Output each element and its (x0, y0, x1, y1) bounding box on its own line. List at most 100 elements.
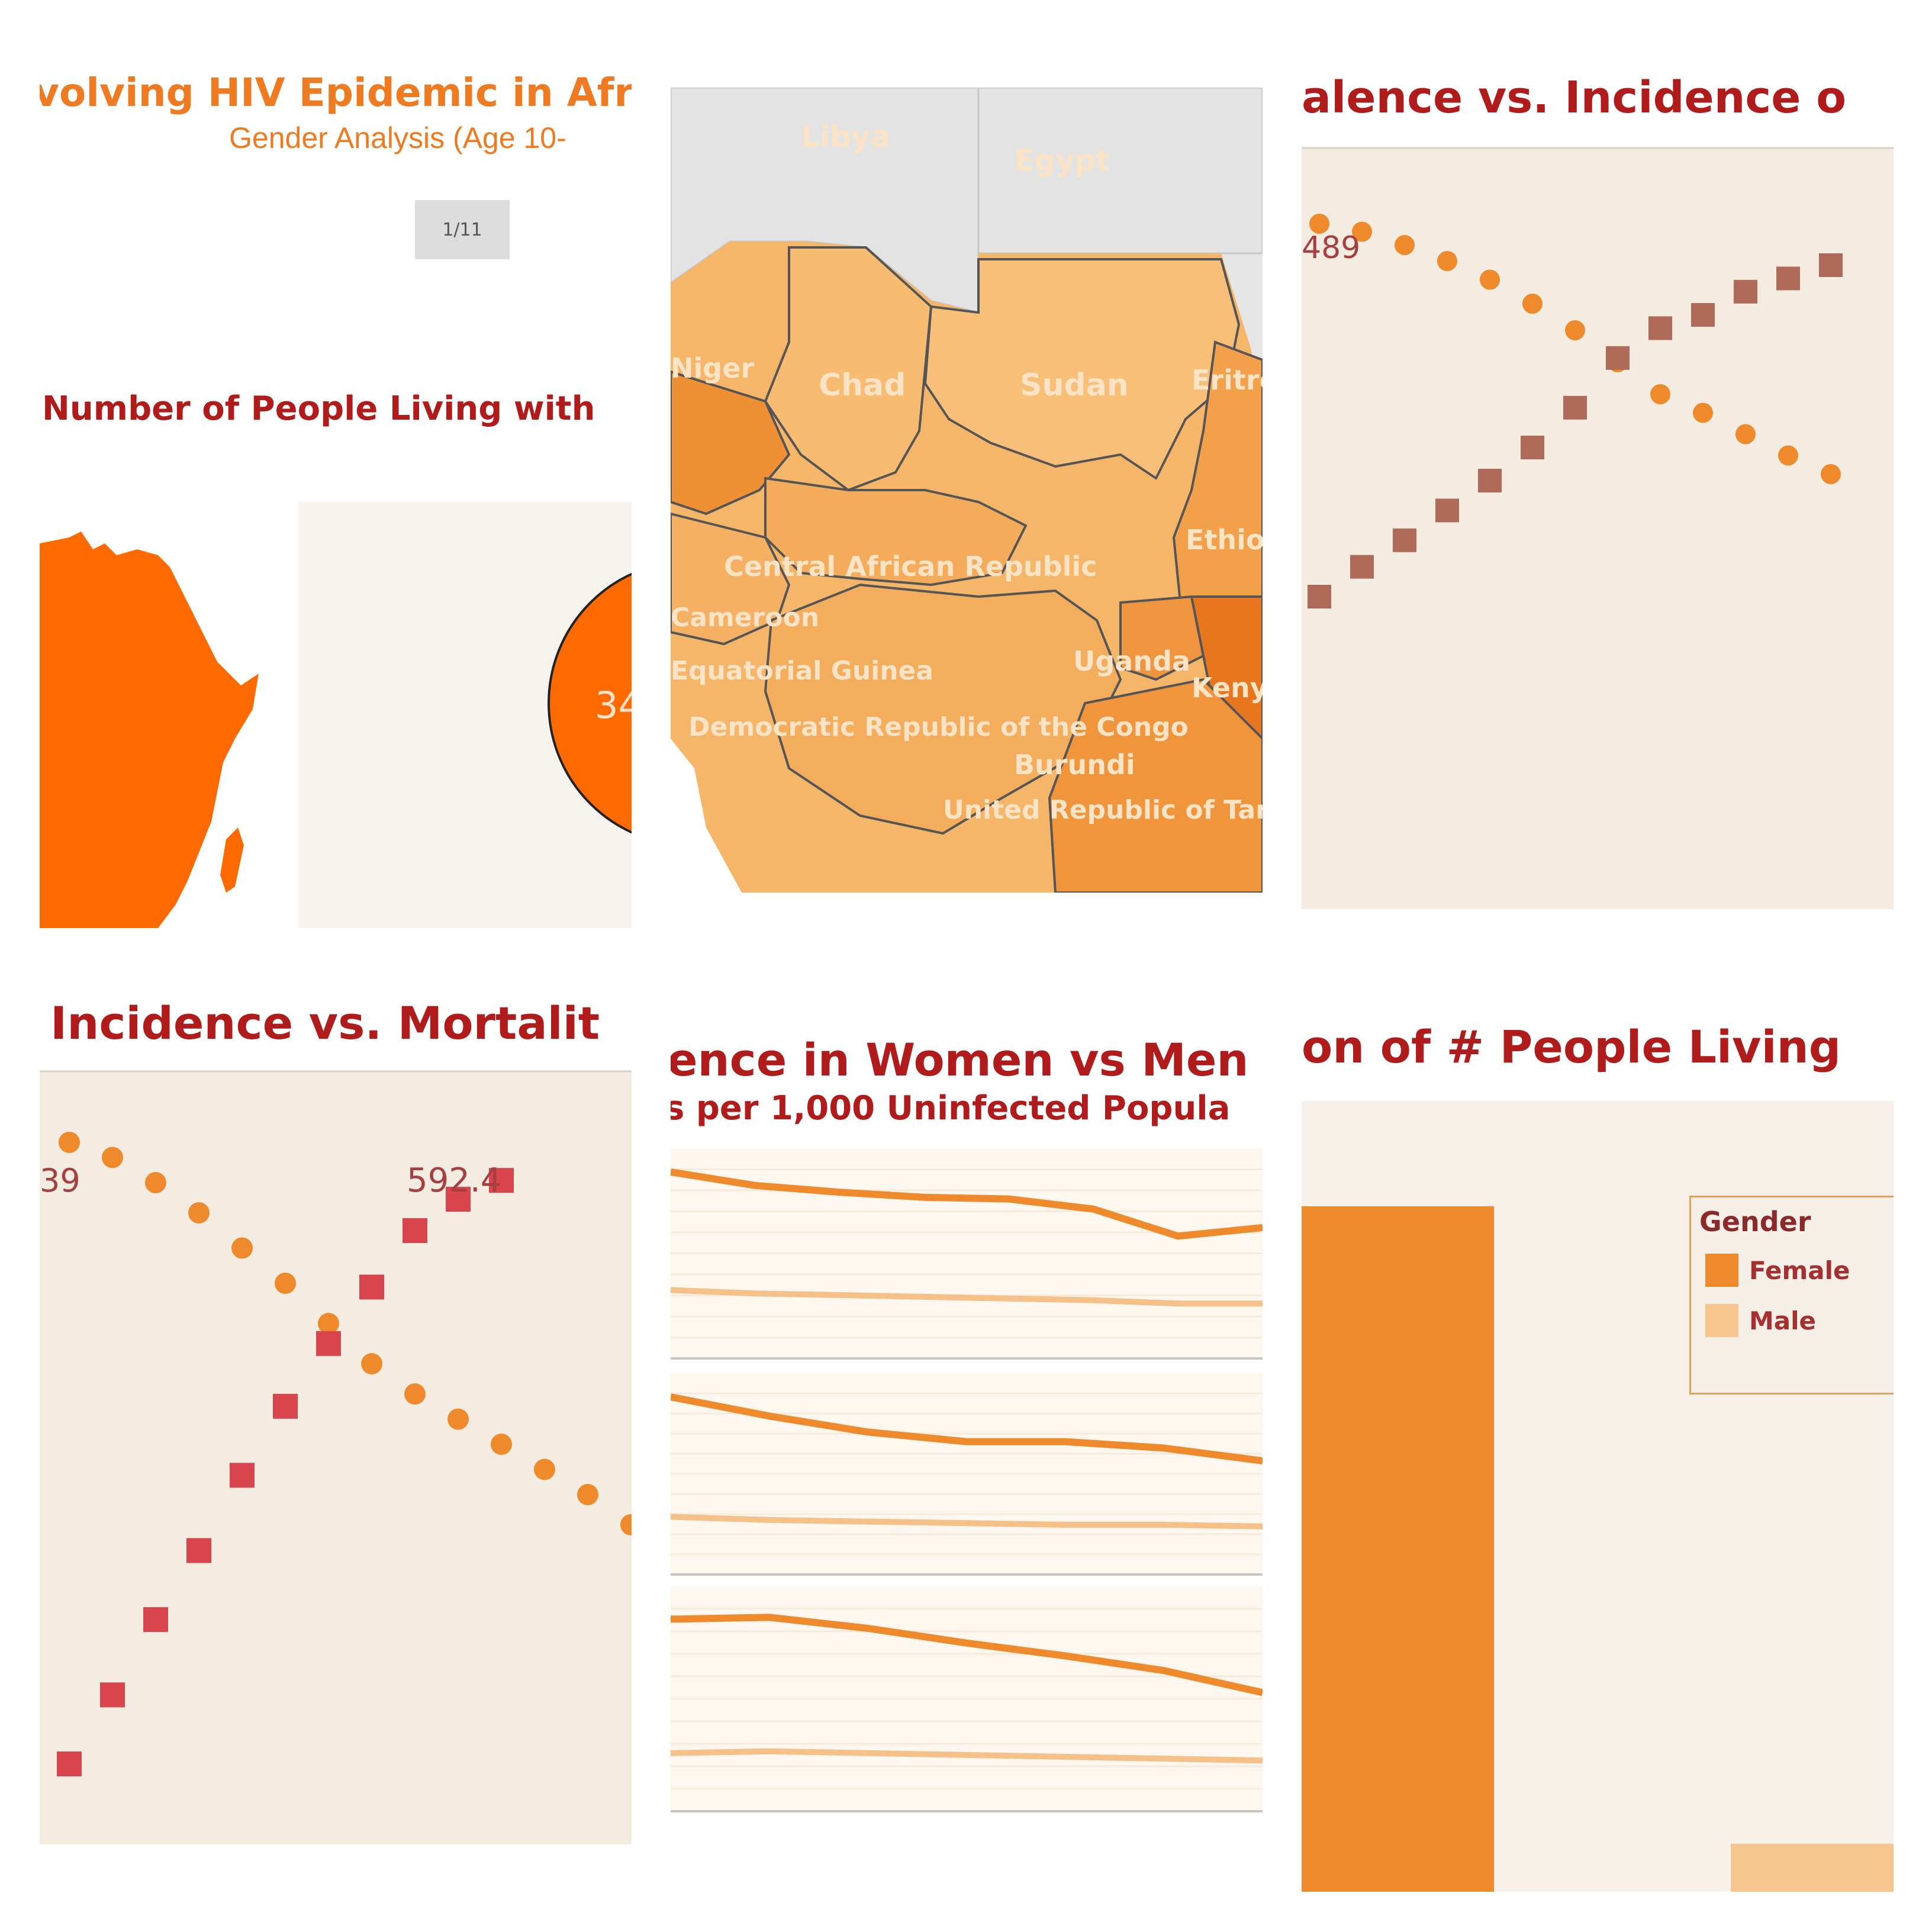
incidence-point[interactable] (1563, 395, 1587, 420)
incidence-point[interactable] (620, 1514, 632, 1535)
incidence-point[interactable] (1435, 498, 1459, 523)
map-label-uganda: Uganda (1073, 645, 1190, 677)
map-label-cameroon: Cameroon (671, 603, 819, 633)
incidence-point[interactable] (231, 1237, 253, 1259)
page-indicator[interactable]: 1/11 (415, 200, 510, 259)
map-label-egypt: Egypt (1014, 143, 1110, 178)
chart-title: alence vs. Incidence o (1302, 72, 1847, 123)
prevalence-point[interactable] (1522, 294, 1543, 314)
mortality-point[interactable] (57, 1751, 82, 1776)
incidence-point[interactable] (1393, 528, 1416, 552)
prevalence-point[interactable] (1778, 445, 1798, 466)
incidence-point[interactable] (361, 1353, 382, 1374)
legend-label-female: Female (1749, 1255, 1850, 1285)
incidence-point[interactable] (318, 1313, 339, 1334)
incidence-mortality-chart: 39 592.4 (40, 1070, 632, 1844)
mortality-point[interactable] (489, 1168, 514, 1193)
incidence-point[interactable] (1734, 279, 1757, 304)
legend: Gender Female Male (1689, 1196, 1894, 1395)
chart-title: ence in Women vs Men (671, 1033, 1249, 1086)
legend-title: Gender (1699, 1206, 1811, 1238)
incidence-point[interactable] (447, 1408, 469, 1430)
men-line[interactable] (671, 1748, 1263, 1764)
map-label-burundi: Burundi (1014, 749, 1135, 781)
incidence-point[interactable] (404, 1383, 426, 1405)
incidence-point[interactable] (491, 1434, 512, 1455)
prevalence-point[interactable] (1437, 251, 1457, 271)
panel-africa-map: Libya Egypt Chad Sudan Eritrea Niger Cen… (671, 88, 1263, 893)
prevalence-point[interactable] (1735, 424, 1756, 445)
map-region-car[interactable] (764, 476, 1028, 587)
mortality-point[interactable] (446, 1187, 471, 1212)
incidence-point[interactable] (1648, 316, 1672, 340)
women-line[interactable] (671, 1393, 1263, 1464)
map-region-nigeria[interactable] (671, 370, 791, 516)
incidence-point[interactable] (102, 1147, 123, 1168)
map-region-chad[interactable] (764, 246, 933, 492)
mortality-point[interactable] (186, 1538, 211, 1563)
incidence-point[interactable] (59, 1132, 80, 1153)
prevalence-point[interactable] (1395, 235, 1415, 255)
panel-hiv-overview: volving HIV Epidemic in Afr Gender Analy… (40, 34, 632, 951)
value-label-right: 592.4 (407, 1161, 501, 1200)
map-region-sudan[interactable] (923, 258, 1241, 480)
prevalence-point[interactable] (1480, 269, 1500, 290)
women-line[interactable] (671, 1168, 1263, 1240)
prevalence-point[interactable] (1821, 464, 1841, 484)
mortality-point[interactable] (100, 1682, 125, 1708)
incidence-point[interactable] (1521, 436, 1544, 459)
incidence-point[interactable] (1776, 266, 1800, 291)
map-label-sudan: Sudan (1020, 368, 1129, 403)
gender-bar-chart (1302, 1101, 1894, 1892)
mortality-point[interactable] (402, 1218, 427, 1243)
mortality-point[interactable] (316, 1331, 341, 1356)
incidence-point[interactable] (1606, 346, 1630, 370)
women-line[interactable] (671, 1614, 1263, 1696)
incidence-point[interactable] (145, 1172, 166, 1193)
men-line[interactable] (671, 1287, 1263, 1307)
mortality-point[interactable] (143, 1607, 168, 1632)
prevalence-point[interactable] (1352, 221, 1372, 242)
legend-swatch-male (1705, 1304, 1738, 1337)
mortality-point[interactable] (359, 1274, 384, 1300)
map-label-car: Central African Republic (724, 550, 1097, 582)
bar-male[interactable] (1731, 1843, 1894, 1892)
map-label-ethiopia: Ethiopia (1186, 524, 1263, 556)
mortality-point[interactable] (230, 1463, 255, 1488)
dashboard-subtitle: Gender Analysis (Age 10- (229, 121, 566, 154)
incidence-point[interactable] (1691, 303, 1715, 327)
legend-item-female[interactable]: Female (1705, 1254, 1850, 1287)
prevalence-point[interactable] (1565, 320, 1585, 340)
incidence-point[interactable] (1478, 469, 1502, 492)
incidence-point[interactable] (534, 1458, 555, 1480)
women-vs-men-small-multiples (671, 1148, 1263, 1812)
incidence-point[interactable] (1308, 585, 1331, 608)
incidence-point[interactable] (1819, 253, 1843, 277)
prevalence-point[interactable] (1650, 384, 1670, 404)
africa-map-and-bubble: 34 (40, 502, 632, 928)
incidence-point[interactable] (1350, 555, 1374, 579)
dashboard-title: volving HIV Epidemic in Afr (40, 70, 632, 115)
bubble-label: 34 (595, 684, 632, 727)
map-region-uganda[interactable] (1119, 595, 1205, 681)
men-line[interactable] (671, 1514, 1263, 1530)
total-bubble[interactable] (548, 561, 632, 845)
incidence-point[interactable] (577, 1484, 598, 1505)
madagascar-shape (220, 827, 244, 893)
chart-title: Incidence vs. Mortalit (50, 997, 600, 1049)
legend-item-male[interactable]: Male (1705, 1304, 1816, 1337)
legend-swatch-female (1705, 1254, 1738, 1287)
prevalence-incidence-chart: 489 (1302, 147, 1894, 909)
map-label-eq-guinea: Equatorial Guinea (671, 656, 933, 686)
prevalence-point[interactable] (1309, 214, 1329, 234)
incidence-point[interactable] (275, 1273, 296, 1294)
bar-female[interactable] (1302, 1206, 1494, 1892)
mortality-point[interactable] (273, 1393, 298, 1419)
prevalence-point[interactable] (1693, 402, 1713, 423)
map-label-tanzania: United Republic of Tanzania (943, 795, 1263, 825)
chart-subtitle: s per 1,000 Uninfected Popula (671, 1089, 1231, 1128)
choropleth-map[interactable]: Libya Egypt Chad Sudan Eritrea Niger Cen… (671, 88, 1263, 893)
map-region-tanzania[interactable] (1048, 678, 1263, 893)
map-label-kenya: Kenya (1192, 672, 1263, 704)
incidence-point[interactable] (188, 1202, 210, 1223)
